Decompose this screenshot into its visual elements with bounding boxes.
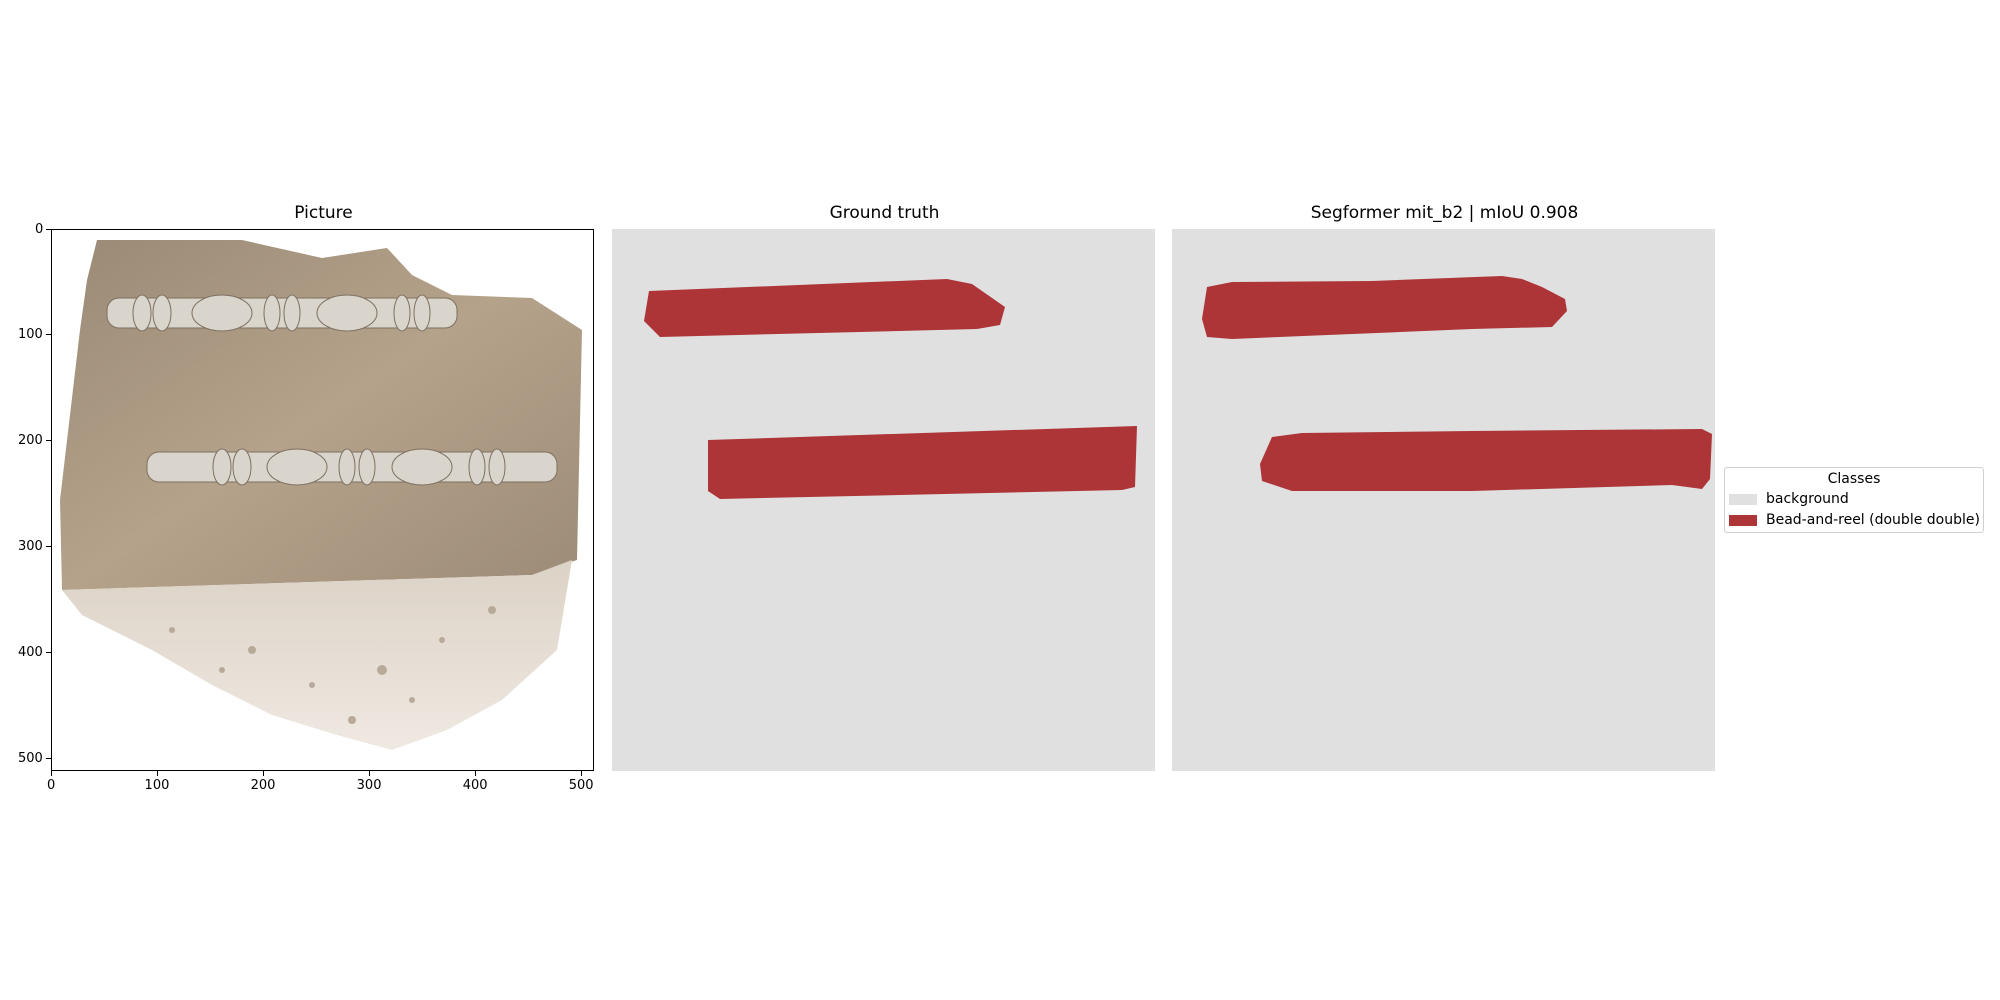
x-tick-label: 500 (568, 778, 594, 793)
pred-lower-band (1260, 429, 1712, 491)
x-tick-mark (368, 771, 370, 776)
x-tick-mark (580, 771, 582, 776)
y-tick-label: 500 (18, 750, 43, 766)
x-tick-label: 200 (250, 778, 276, 793)
legend-item-background: background (1729, 491, 1849, 507)
prediction-mask-drawing (1202, 276, 1712, 491)
y-tick-mark (46, 334, 51, 336)
ground-truth-title: Ground truth (829, 203, 940, 223)
legend-title: Classes (1827, 471, 1881, 487)
picture-title: Picture (294, 203, 353, 223)
ground-truth-mask-drawing (644, 279, 1137, 499)
y-tick-mark (46, 651, 51, 653)
y-tick-label: 300 (18, 539, 43, 555)
x-tick-label: 400 (462, 778, 488, 793)
y-tick-mark (46, 757, 51, 759)
x-tick-mark (156, 771, 158, 776)
bead-and-reel-swatch (1729, 514, 1757, 526)
gt-upper-band (644, 279, 1005, 337)
y-tick-label: 0 (35, 221, 44, 237)
y-tick-mark (46, 440, 51, 442)
y-tick-label: 100 (18, 327, 43, 343)
legend-label-background: background (1766, 491, 1849, 507)
x-tick-mark (474, 771, 476, 776)
x-tick-mark (50, 771, 52, 776)
legend-item-bead-and-reel: Bead-and-reel (double double) (1729, 512, 1980, 528)
x-tick-label: 0 (47, 778, 56, 793)
x-tick-label: 300 (356, 778, 382, 793)
background-swatch (1729, 493, 1757, 505)
y-tick-mark (46, 546, 51, 548)
y-tick-label: 200 (18, 433, 43, 449)
gt-lower-band (708, 426, 1137, 499)
ground-truth-mask (612, 229, 1155, 771)
prediction-title: Segformer mit_b2 | mIoU 0.908 (1310, 203, 1579, 223)
y-tick-mark (46, 228, 51, 230)
y-tick-label: 400 (18, 644, 43, 660)
stone-fragment-image (51, 229, 594, 771)
x-tick-mark (262, 771, 264, 776)
x-tick-label: 100 (144, 778, 170, 793)
stone-fragment-drawing (60, 240, 582, 750)
legend: Classes background Bead-and-reel (double… (1724, 467, 1984, 533)
pred-upper-band (1202, 276, 1567, 339)
legend-label-bead-and-reel: Bead-and-reel (double double) (1766, 512, 1980, 528)
prediction-mask (1172, 229, 1715, 771)
